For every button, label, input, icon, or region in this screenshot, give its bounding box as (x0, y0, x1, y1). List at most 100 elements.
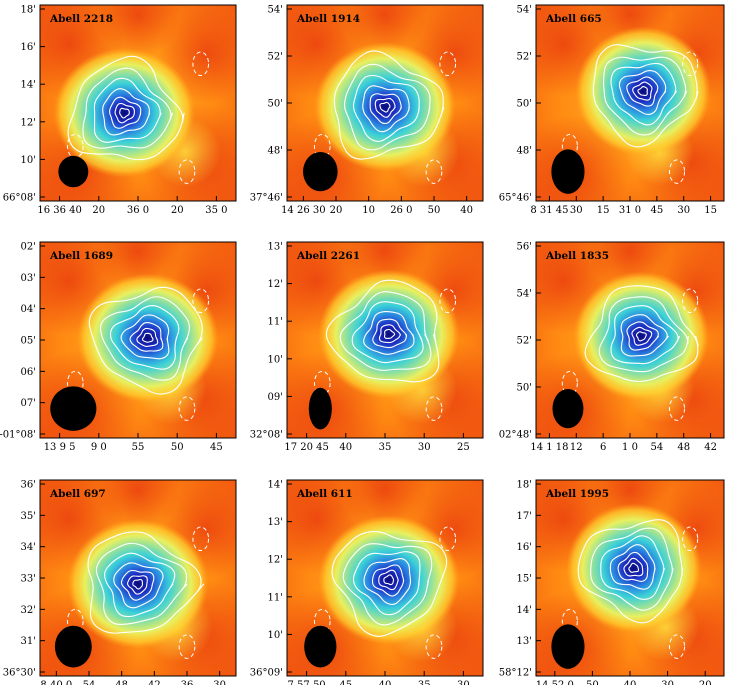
y-tick-label: 13' (268, 517, 283, 528)
contour-line (109, 305, 180, 370)
y-tick-label: 11' (268, 592, 283, 603)
x-tick-label: 20 (92, 205, 105, 216)
panel-title: Abell 2261 (296, 250, 360, 262)
dashed-contour (425, 159, 443, 184)
x-tick-label: 40 (624, 680, 637, 685)
x-tick-label: 48 (677, 442, 690, 453)
x-tick-label: 36 0 (127, 205, 149, 216)
contour-line (344, 63, 431, 151)
y-tick-label: 54' (517, 5, 532, 16)
beam-ellipse (308, 387, 332, 430)
x-tick-label: 35 (379, 442, 392, 453)
dashed-contour (178, 159, 196, 184)
contour-line (628, 562, 640, 573)
panel-6: Abell 1835 14 1 18 12 6 1 0 54 48 42 56' 54' 52' 50… (499, 241, 725, 453)
panel-title: Abell 1914 (296, 13, 360, 25)
y-tick-label: 31' (21, 636, 36, 647)
x-tick-label: 20 (330, 205, 343, 216)
panel-5: Abell 2261 17 20 45 40 35 30 25 13' 12' 11' 10' 09… (250, 241, 484, 453)
y-tick-label: 36' (21, 480, 36, 491)
x-tick-label: 35 0 (205, 205, 227, 216)
x-tick-label: 14 52 0 (536, 680, 574, 685)
x-tick-label: 14 26 30 (281, 205, 326, 216)
dashed-contour (668, 634, 686, 659)
x-tick-label: 30 (661, 680, 674, 685)
x-tick-label: 30 (213, 680, 226, 685)
y-tick-label: 52' (517, 336, 532, 347)
contour-line (99, 296, 190, 381)
y-tick-label: 12' (268, 555, 283, 566)
contour-line (363, 311, 415, 355)
beam-ellipse (304, 625, 337, 668)
contour-line (93, 77, 162, 143)
dashed-contour (425, 396, 443, 421)
contour-line (351, 301, 424, 364)
x-tick-label: 6 (600, 442, 606, 453)
panel-title: Abell 697 (49, 488, 106, 500)
y-tick-label: 37°46' (250, 193, 283, 204)
beam-ellipse (551, 149, 585, 194)
contour-line (325, 279, 440, 383)
beam-ellipse (50, 386, 97, 431)
x-tick-label: 40 (339, 442, 352, 453)
sz-decrement (67, 519, 209, 649)
y-tick-label: 16' (517, 542, 532, 553)
y-tick-label: 33' (21, 574, 36, 585)
contour-line (610, 62, 678, 126)
y-tick-label: 52' (517, 52, 532, 63)
contour-line (631, 326, 653, 346)
x-tick-label: 30 (418, 442, 431, 453)
x-tick-label: 9 0 (91, 442, 107, 453)
y-tick-label: 15' (517, 574, 532, 585)
contour-line (626, 321, 660, 351)
y-tick-label: 10' (268, 630, 283, 641)
contour-line (141, 332, 154, 343)
dashed-contour (439, 51, 457, 77)
panel-4: Abell 1689 13 9 5 9 0 55 50 45 02' 03' 04' 05' 06'… (0, 241, 237, 453)
contour-line (104, 552, 176, 618)
noise-blob (341, 5, 429, 58)
contour-line (598, 296, 689, 373)
contour-line (109, 96, 142, 129)
y-tick-label: 17' (517, 511, 532, 522)
panel-title: Abell 1835 (545, 250, 609, 262)
contour-line (379, 101, 391, 113)
beam-ellipse (58, 155, 89, 188)
x-tick-label: 31 0 (619, 205, 641, 216)
x-tick-label: 45 (339, 680, 352, 685)
contour-line (584, 285, 699, 382)
y-tick-label: 11' (268, 317, 283, 328)
contour-line (331, 531, 448, 637)
beam-ellipse (552, 389, 584, 429)
x-tick-label: 45 (210, 442, 223, 453)
x-tick-label: 15 (597, 205, 610, 216)
contour-line (113, 562, 164, 609)
contour-line (352, 551, 421, 616)
contour-line (120, 569, 155, 601)
sz-decrement (318, 515, 460, 645)
dashed-contour (178, 396, 196, 421)
x-tick-label: 16 36 40 (37, 205, 82, 216)
dashed-contour (668, 159, 686, 184)
y-tick-label: 13' (268, 242, 283, 253)
x-tick-label: 48 (115, 680, 128, 685)
dashed-contour (682, 526, 699, 552)
y-tick-label: 54' (517, 289, 532, 300)
panel-title: Abell 665 (545, 13, 602, 25)
contour-line (67, 55, 185, 161)
x-tick-label: 40 (379, 680, 392, 685)
dashed-contour (178, 634, 196, 659)
y-tick-label: 50' (268, 99, 283, 110)
contour-line (592, 44, 699, 148)
y-tick-label: 35' (21, 511, 36, 522)
noise-blob (94, 480, 182, 533)
contour-line (82, 67, 174, 149)
contour-line (637, 86, 648, 96)
dashed-contour (439, 526, 457, 552)
y-tick-label: 36°30' (3, 668, 36, 679)
x-tick-label: 30 (677, 205, 690, 216)
x-tick-label: 30 (570, 205, 583, 216)
contour-line (374, 97, 396, 118)
dashed-contour (682, 51, 699, 77)
